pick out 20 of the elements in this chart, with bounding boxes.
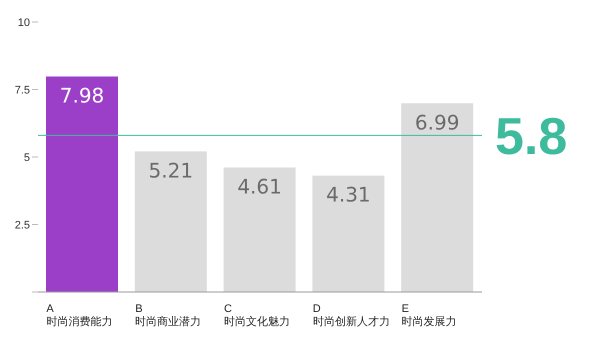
y-tick-label: 7.5 [14,84,30,96]
x-tick-label: A 时尚消费能力 [46,303,112,328]
y-tick-label: 5 [24,152,30,164]
x-tick-label: E 时尚发展力 [402,303,457,328]
y-tick-label: 2.5 [14,219,30,232]
bar [224,168,296,292]
data-label: 4.61 [237,174,282,199]
data-label: 5.21 [148,158,194,182]
x-tick-label: D 时尚创新人才力 [312,303,390,328]
data-label: 7.98 [60,84,104,108]
bar [401,103,474,292]
x-tick-label: B 时尚商业潜力 [135,303,202,328]
bar [134,151,207,292]
ref-line-label: 5.8 [495,108,568,166]
data-label: 4.31 [326,182,371,207]
x-tick-label: C 时尚文化魅力 [224,303,290,328]
bar [46,76,118,292]
bar [312,176,384,292]
data-label: 6.99 [414,110,460,134]
y-tick-label: 10 [18,16,30,29]
